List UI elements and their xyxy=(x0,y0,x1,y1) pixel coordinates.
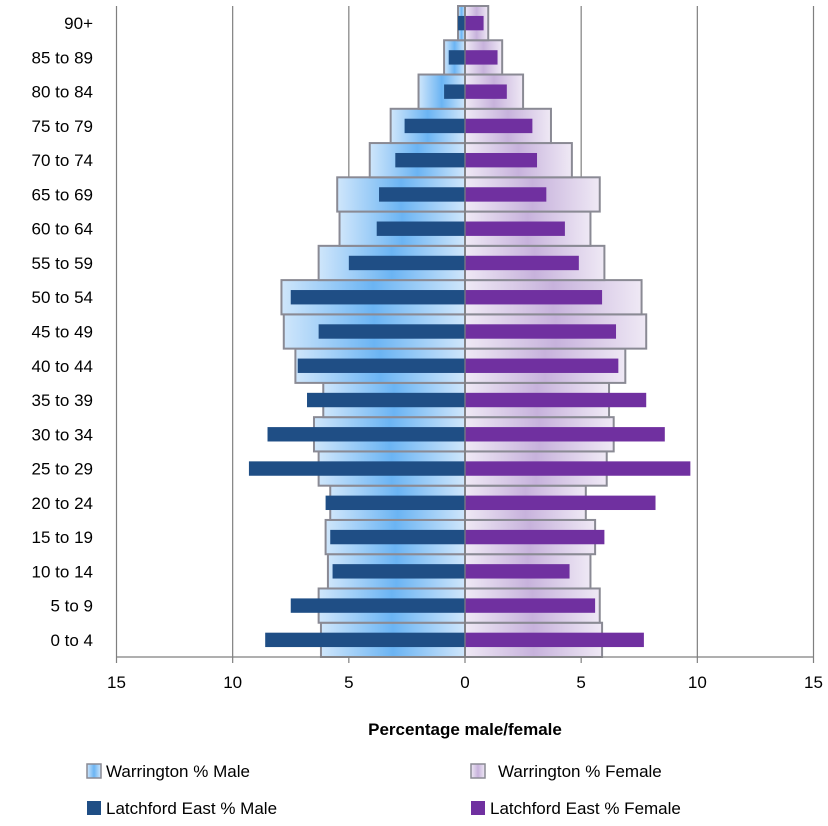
bar-latchford-female xyxy=(465,324,617,339)
bar-latchford-male xyxy=(330,529,465,545)
bar-latchford-female xyxy=(465,221,565,236)
category-labels: 0 to 4 5 to 9 10 to 14 15 to 19 20 to 24 25 t… xyxy=(32,14,94,650)
bar-latchford-female xyxy=(465,15,484,31)
category-label: 50 to 54 xyxy=(32,288,93,307)
bar-latchford-male xyxy=(265,632,465,648)
x-tick-label: 5 xyxy=(576,673,585,692)
bar-latchford-male xyxy=(307,392,465,408)
bar-latchford-female xyxy=(465,632,644,648)
category-label: 15 to 19 xyxy=(32,528,93,547)
x-tick-label: 10 xyxy=(688,673,707,692)
bar-latchford-male xyxy=(248,461,465,476)
bar-latchford-female xyxy=(465,529,605,545)
bar-latchford-male xyxy=(267,427,465,442)
x-tick-label: 15 xyxy=(107,673,126,692)
bar-latchford-male xyxy=(290,290,465,305)
category-label: 85 to 89 xyxy=(32,48,93,67)
x-tick-label: 0 xyxy=(460,673,469,692)
bar-latchford-male xyxy=(458,15,465,31)
bar-latchford-female xyxy=(465,187,547,202)
category-label: 60 to 64 xyxy=(32,220,93,239)
bar-latchford-male xyxy=(376,221,465,236)
bar-latchford-female xyxy=(465,358,619,373)
legend-swatch-latchford-female xyxy=(471,801,485,815)
x-tick-label: 5 xyxy=(344,673,353,692)
legend-label: Latchford East % Male xyxy=(106,799,277,818)
bar-latchford-female xyxy=(465,84,507,99)
category-label: 80 to 84 xyxy=(32,83,93,102)
category-label: 30 to 34 xyxy=(32,425,93,444)
bars xyxy=(248,5,691,658)
category-label: 75 to 79 xyxy=(32,117,93,136)
legend-label: Warrington % Female xyxy=(498,762,662,781)
category-label: 40 to 44 xyxy=(32,357,93,376)
category-label: 70 to 74 xyxy=(32,151,93,170)
legend-swatch-warrington-female xyxy=(470,763,486,779)
category-label: 10 to 14 xyxy=(32,562,93,581)
x-tick-label: 10 xyxy=(223,673,242,692)
bar-latchford-female xyxy=(465,118,533,134)
bar-latchford-male xyxy=(448,50,465,65)
category-label: 35 to 39 xyxy=(32,391,93,410)
bar-latchford-female xyxy=(465,427,665,442)
x-axis-title: Percentage male/female xyxy=(368,720,562,739)
bar-latchford-male xyxy=(325,495,465,511)
bar-latchford-male xyxy=(395,152,465,168)
category-label: 25 to 29 xyxy=(32,460,93,479)
bar-latchford-female xyxy=(465,50,498,65)
x-tick-label: 15 xyxy=(804,673,823,692)
category-label: 90+ xyxy=(64,14,93,33)
bar-latchford-male xyxy=(332,564,465,579)
legend-swatch-latchford-male xyxy=(87,801,101,815)
bar-latchford-male xyxy=(444,84,465,99)
bar-latchford-female xyxy=(465,152,538,168)
bar-latchford-male xyxy=(404,118,465,134)
legend-label: Warrington % Male xyxy=(106,762,250,781)
category-label: 45 to 49 xyxy=(32,323,93,342)
legend: Warrington % Male Warrington % Female Latc… xyxy=(86,762,681,818)
legend-label: Latchford East % Female xyxy=(490,799,681,818)
bar-latchford-female xyxy=(465,392,647,408)
bar-latchford-male xyxy=(318,324,465,339)
bar-latchford-female xyxy=(465,495,656,511)
bar-latchford-male xyxy=(290,598,465,613)
category-label: 5 to 9 xyxy=(50,597,93,616)
category-label: 20 to 24 xyxy=(32,494,93,513)
legend-swatch-warrington-male xyxy=(86,763,102,779)
bar-latchford-male xyxy=(348,255,465,271)
category-label: 0 to 4 xyxy=(50,631,93,650)
bar-latchford-male xyxy=(379,187,465,202)
category-label: 65 to 69 xyxy=(32,185,93,204)
axes: 15 10 5 0 5 10 15 xyxy=(107,6,823,692)
bar-latchford-female xyxy=(465,290,603,305)
category-label: 55 to 59 xyxy=(32,254,93,273)
bar-latchford-female xyxy=(465,461,691,476)
bar-latchford-female xyxy=(465,255,579,271)
bar-latchford-female xyxy=(465,564,570,579)
bar-latchford-male xyxy=(297,358,465,373)
bar-latchford-female xyxy=(465,598,596,613)
